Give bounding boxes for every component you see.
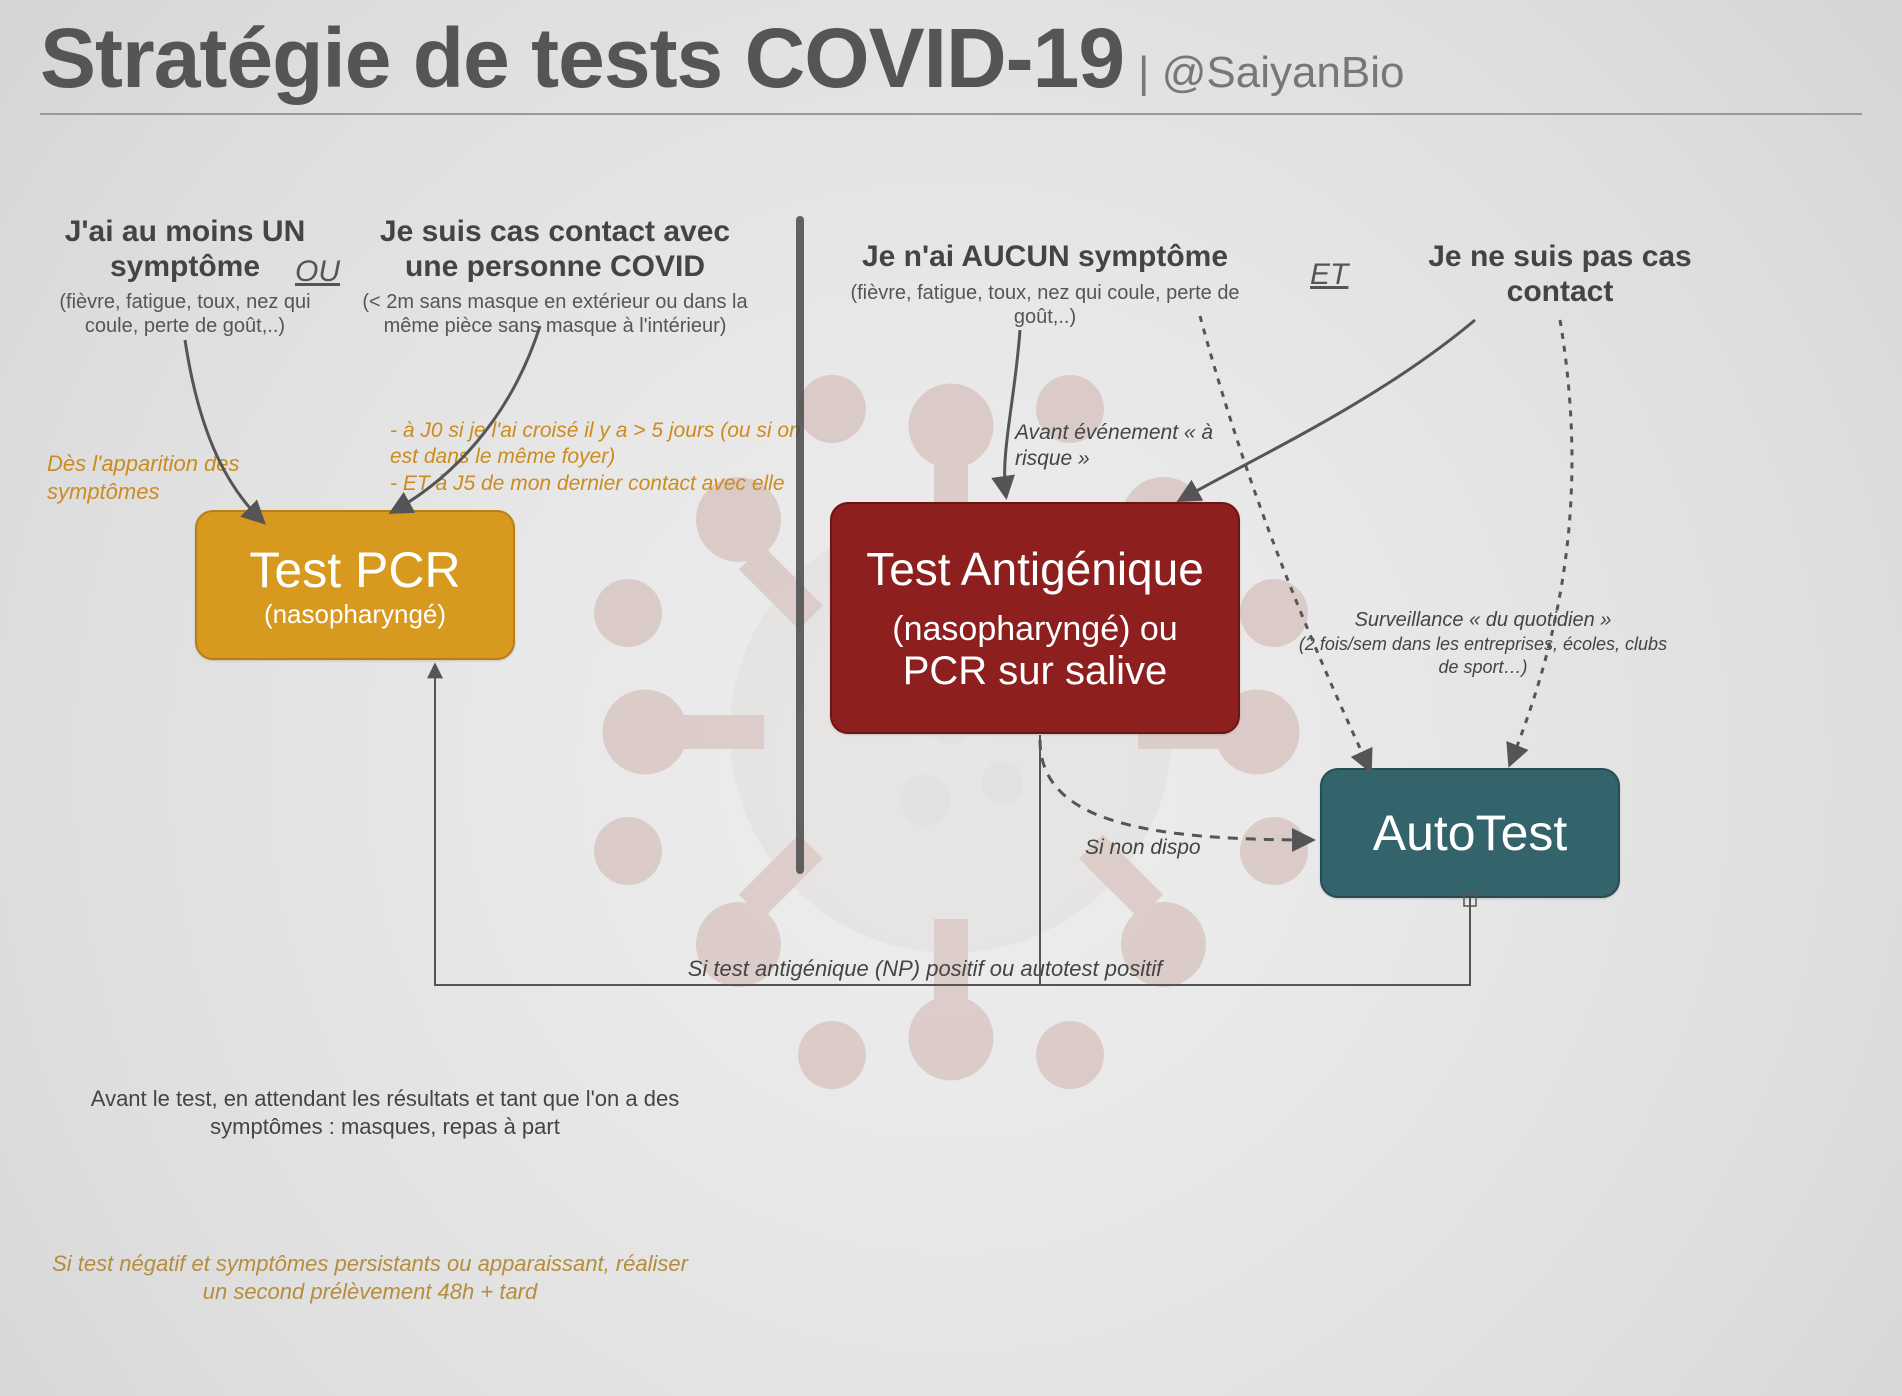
header: Stratégie de tests COVID-19 | @SaiyanBio bbox=[40, 10, 1862, 115]
node-antigen-sub2: PCR sur salive bbox=[903, 649, 1168, 694]
node-autotest: AutoTest bbox=[1320, 768, 1620, 898]
page-title: Stratégie de tests COVID-19 bbox=[40, 10, 1124, 107]
condition-nosymptom-detail: (fièvre, fatigue, toux, nez qui coule, p… bbox=[830, 281, 1260, 329]
annot-si-positif: Si test antigénique (NP) positif ou auto… bbox=[665, 955, 1185, 983]
condition-symptom-title: J'ai au moins UN symptôme bbox=[40, 215, 330, 284]
annot-contact-timing: - à J0 si je l'ai croisé il y a > 5 jour… bbox=[390, 418, 810, 497]
node-antigen-sub1: (nasopharyngé) ou bbox=[892, 610, 1177, 649]
condition-nocontact: Je ne suis pas cas contact bbox=[1410, 240, 1710, 309]
condition-symptom: J'ai au moins UN symptôme (fièvre, fatig… bbox=[40, 215, 330, 338]
condition-contact-title: Je suis cas contact avec une personne CO… bbox=[355, 215, 755, 284]
edge-nocontact-to-antigen bbox=[1180, 320, 1475, 500]
condition-nocontact-title: Je ne suis pas cas contact bbox=[1410, 240, 1710, 309]
annot-symptom-timing: Dès l'apparition des symptômes bbox=[47, 450, 247, 505]
condition-contact-detail: (< 2m sans masque en extérieur ou dans l… bbox=[355, 290, 755, 338]
conjunction-ou: OU bbox=[295, 255, 340, 289]
condition-nosymptom: Je n'ai AUCUN symptôme (fièvre, fatigue,… bbox=[830, 240, 1260, 329]
node-autotest-title: AutoTest bbox=[1373, 804, 1568, 862]
condition-nosymptom-title: Je n'ai AUCUN symptôme bbox=[830, 240, 1260, 275]
annot-footer-negatif: Si test négatif et symptômes persistants… bbox=[50, 1250, 690, 1305]
node-pcr-subtitle: (nasopharyngé) bbox=[264, 599, 446, 630]
condition-contact: Je suis cas contact avec une personne CO… bbox=[355, 215, 755, 338]
node-test-antigenique: Test Antigénique (nasopharyngé) ou PCR s… bbox=[830, 502, 1240, 734]
edge-nocontact-to-autotest bbox=[1510, 320, 1572, 764]
author-handle: | @SaiyanBio bbox=[1138, 48, 1404, 98]
node-test-pcr: Test PCR (nasopharyngé) bbox=[195, 510, 515, 660]
node-antigen-title: Test Antigénique bbox=[866, 542, 1204, 596]
edge-antigen-to-autotest bbox=[1040, 740, 1312, 840]
conjunction-et: ET bbox=[1310, 258, 1348, 292]
annot-si-non-dispo: Si non dispo bbox=[1085, 835, 1201, 861]
node-pcr-title: Test PCR bbox=[249, 541, 460, 599]
annot-surveillance: Surveillance « du quotidien » (2 fois/se… bbox=[1298, 608, 1668, 678]
annot-before-event: Avant événement « à risque » bbox=[1015, 420, 1235, 473]
annot-avant-test: Avant le test, en attendant les résultat… bbox=[65, 1085, 705, 1140]
condition-symptom-detail: (fièvre, fatigue, toux, nez qui coule, p… bbox=[40, 290, 330, 338]
